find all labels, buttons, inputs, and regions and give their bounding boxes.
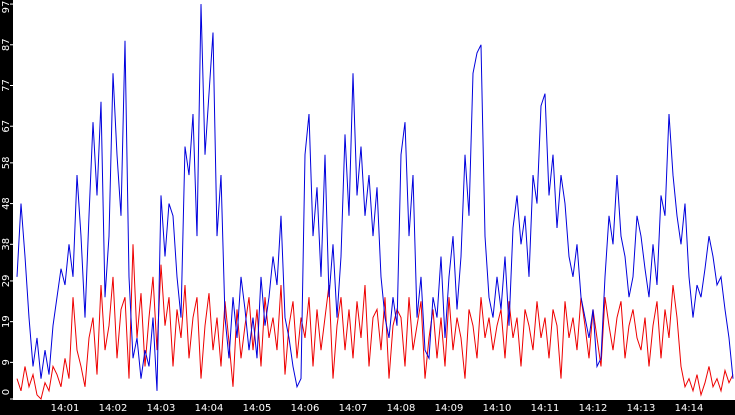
x-tick-label: 14:04: [195, 403, 224, 414]
x-tick-label: 14:05: [243, 403, 272, 414]
y-tick-label: 48: [1, 197, 12, 210]
y-tick-label: 67: [1, 120, 12, 133]
y-tick-label: 19: [1, 315, 12, 328]
x-tick-label: 14:12: [579, 403, 608, 414]
x-tick-label: 14:06: [291, 403, 320, 414]
y-tick-label: 9: [1, 359, 12, 365]
x-axis-strip: [0, 400, 735, 415]
series-line: [16, 4, 734, 391]
x-tick-label: 14:03: [147, 403, 176, 414]
y-tick-label: 58: [1, 156, 12, 169]
y-tick-label: 29: [1, 275, 12, 288]
y-tick-label: 87: [1, 38, 12, 51]
x-tick-label: 14:08: [387, 403, 416, 414]
x-tick-label: 14:02: [99, 403, 128, 414]
x-tick-label: 14:09: [435, 403, 464, 414]
x-tick-label: 14:01: [51, 403, 80, 414]
y-tick-label: 77: [1, 79, 12, 92]
y-axis-strip: [0, 0, 13, 415]
x-tick-label: 14:10: [483, 403, 512, 414]
y-tick-label: 38: [1, 238, 12, 251]
series-line: [16, 244, 734, 400]
y-tick-label: 0: [1, 389, 12, 395]
y-tick-label: 97: [1, 1, 12, 14]
x-tick-label: 14:13: [627, 403, 656, 414]
x-tick-label: 14:14: [675, 403, 704, 414]
x-tick-label: 14:07: [339, 403, 368, 414]
x-tick-label: 14:11: [531, 403, 560, 414]
